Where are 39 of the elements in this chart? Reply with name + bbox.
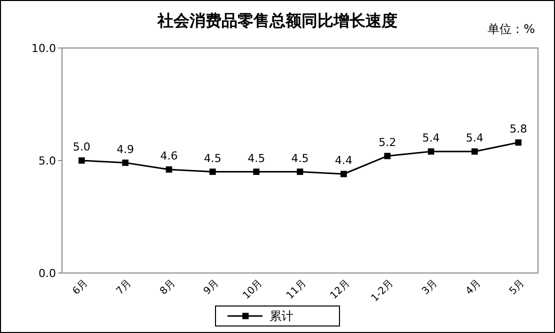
- point: [166, 166, 172, 173]
- x-tick-label: 7月: [114, 278, 134, 298]
- text: 5.8: [510, 122, 528, 136]
- text: 4.9: [116, 142, 134, 156]
- point: [253, 168, 260, 175]
- x-tick-label: 3月: [420, 278, 440, 298]
- x-tick-label: 4月: [464, 278, 484, 298]
- point: [340, 170, 347, 178]
- text: 5.4: [466, 132, 484, 144]
- text: 5.2: [378, 136, 396, 149]
- x-tick-label: 10月: [241, 278, 265, 302]
- legend-label: 累计: [270, 309, 294, 324]
- text: 4.5: [248, 152, 266, 165]
- x-tick-label: 11月: [284, 278, 309, 302]
- x-tick-label: 12月: [328, 278, 352, 302]
- point: [296, 168, 304, 175]
- x-tick-label: 1-2月: [370, 278, 396, 304]
- point: [210, 168, 216, 175]
- x-tick-label: 9月: [202, 278, 222, 298]
- y-tick-label: 10.0: [32, 42, 56, 55]
- text: 单位：%: [488, 22, 535, 36]
- x-tick-label: 5月: [508, 278, 527, 298]
- text: 4.5: [204, 152, 222, 165]
- point: [428, 148, 434, 155]
- chart-title: 社会消费品零售总额同比增长速度: [156, 11, 398, 30]
- point: [78, 157, 85, 164]
- text: 4.5: [291, 152, 309, 165]
- x-tick-label: 6月: [70, 278, 90, 298]
- point: [384, 152, 390, 160]
- text: 4.6: [160, 150, 178, 162]
- text: 5.4: [422, 132, 440, 144]
- y-tick-label: 5.0: [38, 154, 56, 168]
- y-tick-label: 0.0: [38, 266, 56, 280]
- x-tick-label: 8月: [158, 278, 178, 298]
- point: [472, 148, 478, 155]
- text: 4.4: [334, 154, 352, 167]
- text: 5.0: [72, 140, 90, 154]
- point: [515, 139, 522, 146]
- point: [122, 160, 128, 166]
